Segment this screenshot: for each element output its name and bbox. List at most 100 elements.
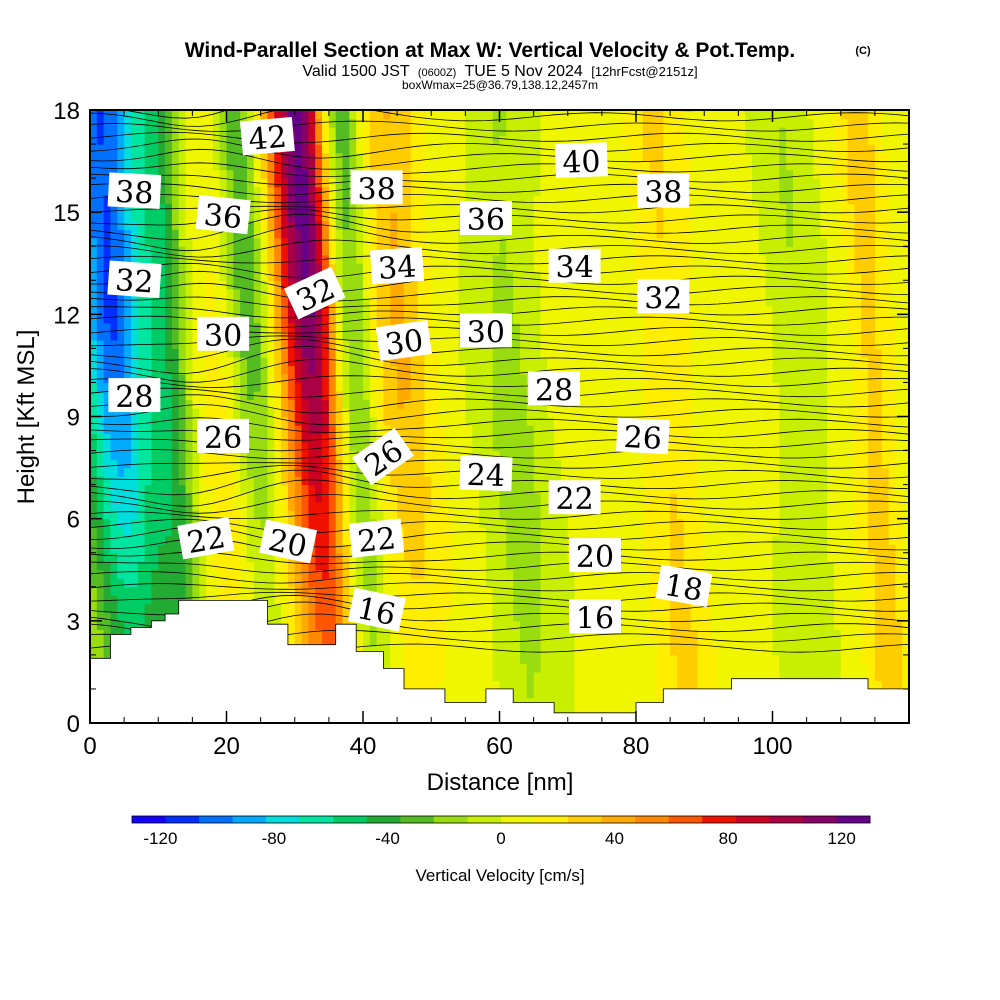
valid-prefix: Valid 1500 JST (302, 63, 410, 80)
colorbar-tick-label: 120 (827, 829, 855, 848)
contour-label-text: 26 (623, 420, 663, 457)
contour-label-text: 16 (576, 601, 614, 636)
contour-label-text: 20 (576, 540, 614, 575)
colorbar-swatch (400, 816, 435, 823)
x-tick-label: 80 (623, 733, 650, 760)
valid-date: TUE 5 Nov 2024 (465, 63, 583, 80)
contour-label-text: 38 (358, 172, 396, 207)
contour-label: 30 (197, 316, 250, 354)
colorbar-swatch (165, 816, 200, 823)
x-axis-label: Distance [nm] (427, 769, 574, 796)
x-tick-label: 0 (83, 733, 96, 760)
contour-label: 20 (259, 519, 318, 565)
contour-label-text: 22 (356, 521, 398, 560)
y-axis-label: Height [Kft MSL] (13, 330, 40, 505)
contour-label-text: 28 (115, 380, 153, 415)
isentrope-line (90, 582, 909, 592)
contour-label: 38 (107, 172, 162, 212)
colorbar-swatch (333, 816, 368, 823)
colorbar-tick-label: 40 (605, 829, 624, 848)
isentrope-line (90, 571, 909, 584)
contour-label-text: 36 (202, 198, 244, 237)
colorbar-tick-label: -80 (262, 829, 287, 848)
copyright-mark: (C) (855, 45, 871, 57)
isentrope-line (90, 375, 909, 389)
contour-label-text: 32 (644, 281, 682, 316)
contour-label: 32 (637, 279, 690, 316)
contour-label-text: 30 (383, 323, 426, 363)
isentrope-line (90, 404, 909, 426)
contour-label: 38 (637, 173, 690, 211)
colorbar-swatch (299, 816, 334, 823)
contour-label-text: 18 (662, 568, 706, 609)
contour-label: 30 (459, 313, 512, 350)
colorbar-tick-label: 80 (719, 829, 738, 848)
contour-label: 34 (548, 248, 601, 286)
isentrope-line (90, 551, 909, 565)
contour-label-text: 24 (466, 458, 505, 494)
contour-label: 26 (351, 427, 414, 486)
contour-label-text: 16 (354, 591, 399, 633)
y-tick-label: 12 (53, 302, 80, 329)
colorbar-tick-label: -120 (143, 829, 177, 848)
isentrope-line (90, 479, 909, 507)
y-tick-label: 3 (67, 609, 80, 636)
x-tick-label: 20 (213, 733, 240, 760)
contour-label: 24 (459, 455, 513, 494)
contour-label-text: 20 (265, 523, 310, 565)
isentrope-line (90, 358, 909, 383)
colorbar-swatch (735, 816, 770, 823)
y-tick-label: 18 (53, 98, 80, 125)
colorbar-swatch (769, 816, 804, 823)
colorbar-swatch (601, 816, 636, 823)
forecast-info: [12hrFcst@2151z] (591, 64, 697, 79)
contour-label: 26 (615, 417, 670, 457)
isentrope-line (90, 173, 909, 186)
isentrope-line (90, 387, 909, 398)
contour-label: 18 (655, 564, 713, 609)
isentrope-line (90, 296, 909, 309)
contour-label-text: 36 (467, 203, 505, 238)
contour-label-text: 30 (204, 319, 242, 354)
contour-label: 36 (459, 201, 512, 238)
contour-label-text: 30 (467, 315, 505, 350)
contour-label-text: 38 (114, 175, 154, 212)
isentrope-line (90, 449, 909, 460)
terrain (90, 600, 909, 723)
x-tick-label: 60 (486, 733, 513, 760)
box-info: boxWmax=25@36.79,138.12,2457m (402, 78, 598, 92)
isentrope-line (90, 254, 909, 265)
contour-label-text: 22 (184, 520, 228, 561)
valid-time-line: Valid 1500 JST (0600Z) TUE 5 Nov 2024 [1… (302, 63, 697, 80)
colorbar-swatch (702, 816, 737, 823)
isentrope-line (90, 262, 909, 279)
isentrope-line (90, 239, 909, 258)
contour-label-text: 22 (556, 482, 594, 517)
colorbar-swatch (501, 816, 536, 823)
colorbar-tick-label: -40 (375, 829, 400, 848)
colorbar-swatch (366, 816, 401, 823)
contour-label: 30 (375, 320, 432, 363)
colorbar-swatch (132, 816, 167, 823)
terrain-profile (90, 600, 909, 723)
colorbar-swatch (836, 816, 871, 823)
contour-label: 22 (348, 518, 405, 560)
contour-label-text: 42 (247, 120, 288, 158)
contour-label: 16 (347, 587, 406, 633)
colorbar-label: Vertical Velocity [cm/s] (415, 866, 584, 885)
isentrope-line (90, 494, 909, 514)
contour-label: 34 (369, 246, 425, 287)
y-tick-label: 0 (67, 711, 80, 738)
chart-title: Wind-Parallel Section at Max W: Vertical… (185, 39, 796, 62)
contour-label: 40 (554, 142, 608, 181)
contour-label-text: 26 (204, 421, 242, 456)
isentrope-line (90, 131, 909, 144)
colorbar-swatch (266, 816, 301, 823)
isentrope-line (90, 162, 909, 177)
contour-label: 22 (177, 516, 235, 561)
isentrope-line (90, 138, 909, 159)
contour-label-text: 38 (644, 176, 682, 211)
isentrope-line (90, 224, 909, 252)
